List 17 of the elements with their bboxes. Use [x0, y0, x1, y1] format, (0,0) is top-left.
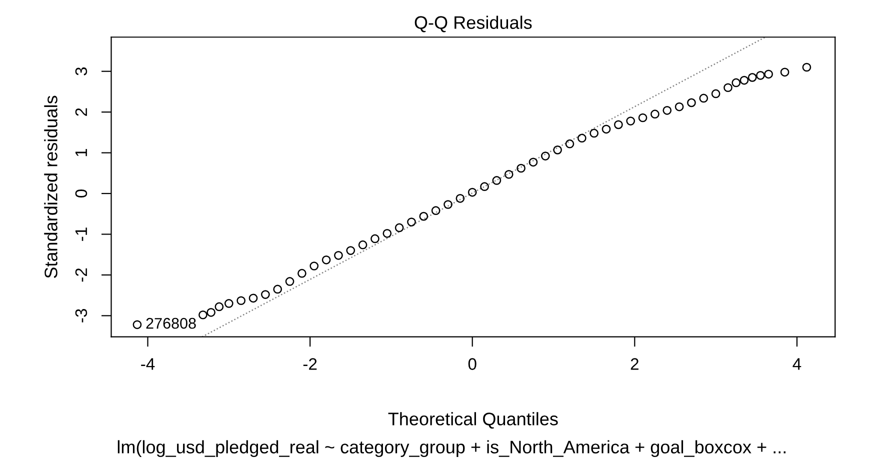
chart-title: Q-Q Residuals: [414, 16, 532, 32]
x-tick-label: 2: [630, 358, 638, 370]
y-tick-label: 0: [75, 190, 88, 198]
x-axis-title: Theoretical Quantiles: [388, 412, 558, 429]
y-axis-title: Standardized residuals: [44, 96, 58, 278]
x-tick-label: 4: [792, 358, 802, 370]
y-tick-label: -3: [75, 309, 88, 322]
y-tick-label: 2: [75, 108, 87, 116]
x-tick-label: -4: [141, 358, 155, 370]
annotation: 276808: [146, 318, 196, 329]
y-tick-label: 3: [75, 67, 88, 76]
y-tick-label: -2: [75, 268, 87, 282]
y-tick-label: 1: [75, 148, 87, 156]
text: lm(log_usd_pledged_real ~ category_group + is_North_America + goal_boxcox + ...: [118, 440, 786, 458]
x-tick-label: 0: [468, 358, 476, 370]
y-tick-label: -1: [75, 228, 87, 241]
x-tick-label: -2: [303, 358, 317, 370]
